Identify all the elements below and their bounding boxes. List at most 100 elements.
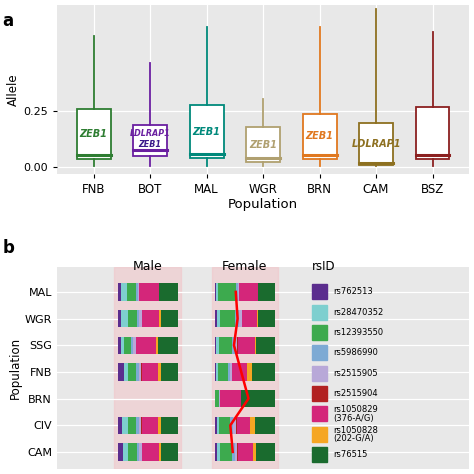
Bar — [122, 417, 128, 434]
Bar — [359, 123, 393, 165]
Text: rs5986990: rs5986990 — [333, 348, 378, 357]
Bar — [239, 283, 257, 301]
Bar — [311, 447, 327, 462]
Bar — [157, 363, 161, 381]
Text: rsID: rsID — [311, 260, 335, 273]
Bar — [237, 417, 250, 434]
Bar — [302, 114, 337, 159]
Bar — [220, 390, 241, 407]
Bar — [215, 337, 216, 354]
Bar — [257, 283, 258, 301]
Bar — [241, 390, 275, 407]
Bar — [216, 283, 218, 301]
Bar — [311, 427, 327, 441]
Text: rs28470352: rs28470352 — [333, 308, 383, 317]
Bar — [139, 443, 142, 461]
Bar — [159, 443, 161, 461]
Bar — [246, 128, 280, 162]
Bar — [239, 310, 242, 327]
Bar — [231, 363, 232, 381]
Bar — [141, 363, 142, 381]
Text: a: a — [2, 12, 13, 30]
Bar — [220, 443, 232, 461]
Bar — [219, 337, 232, 354]
Text: ZEB1: ZEB1 — [192, 127, 220, 137]
Bar — [156, 337, 157, 354]
Bar — [215, 363, 216, 381]
Bar — [215, 443, 217, 461]
Bar — [137, 417, 139, 434]
Bar — [159, 310, 161, 327]
Bar — [230, 417, 233, 434]
Bar — [246, 363, 252, 381]
Bar — [257, 310, 258, 327]
Bar — [232, 443, 235, 461]
Bar — [118, 363, 124, 381]
Text: rs1050828: rs1050828 — [333, 426, 378, 435]
Text: rs1050829: rs1050829 — [333, 405, 378, 414]
Y-axis label: Population: Population — [9, 337, 22, 399]
Text: b: b — [2, 239, 14, 257]
Bar — [216, 363, 218, 381]
Bar — [217, 310, 220, 327]
Bar — [142, 443, 159, 461]
Bar — [139, 417, 141, 434]
Bar — [118, 310, 121, 327]
Bar — [237, 337, 255, 354]
Bar — [237, 283, 239, 301]
Bar — [220, 310, 235, 327]
Bar — [215, 390, 219, 407]
Text: rs12393550: rs12393550 — [333, 328, 383, 337]
Bar — [311, 325, 327, 340]
Text: LDLRAP1: LDLRAP1 — [351, 139, 401, 149]
Bar — [211, 266, 278, 469]
Text: Female: Female — [222, 260, 267, 273]
Bar — [118, 417, 122, 434]
Bar — [218, 363, 228, 381]
Bar — [218, 283, 236, 301]
Bar — [142, 417, 157, 434]
Bar — [254, 443, 256, 461]
Y-axis label: Allele: Allele — [7, 73, 20, 106]
Text: ZEB1: ZEB1 — [249, 140, 277, 150]
Bar — [124, 337, 131, 354]
Bar — [252, 363, 275, 381]
Bar — [190, 105, 224, 158]
Bar — [137, 337, 156, 354]
Bar — [118, 283, 120, 301]
Bar — [77, 109, 110, 159]
Bar — [311, 365, 327, 381]
Bar — [235, 443, 237, 461]
Bar — [142, 363, 157, 381]
Bar — [232, 363, 246, 381]
Bar — [118, 443, 123, 461]
Bar — [142, 310, 159, 327]
Bar — [311, 284, 327, 300]
Bar — [139, 363, 141, 381]
Bar — [115, 266, 181, 469]
Bar — [133, 125, 167, 156]
Text: rs762513: rs762513 — [333, 287, 373, 296]
Bar — [311, 406, 327, 421]
Bar — [215, 283, 216, 301]
Bar — [141, 417, 142, 434]
Bar — [228, 363, 230, 381]
Bar — [219, 390, 220, 407]
Text: ZEB1: ZEB1 — [138, 139, 162, 148]
Bar — [128, 443, 137, 461]
Bar — [157, 337, 178, 354]
Bar — [118, 337, 120, 354]
Text: ZEB1: ZEB1 — [80, 129, 108, 139]
Bar — [311, 305, 327, 319]
Bar — [232, 337, 235, 354]
Bar — [120, 337, 124, 354]
Bar — [124, 363, 128, 381]
Text: rs2515904: rs2515904 — [333, 389, 377, 398]
Bar — [120, 283, 127, 301]
Bar — [416, 107, 449, 159]
Bar — [311, 386, 327, 401]
Bar — [137, 283, 139, 301]
Text: Male: Male — [133, 260, 163, 273]
Bar — [258, 310, 275, 327]
Bar — [233, 417, 237, 434]
